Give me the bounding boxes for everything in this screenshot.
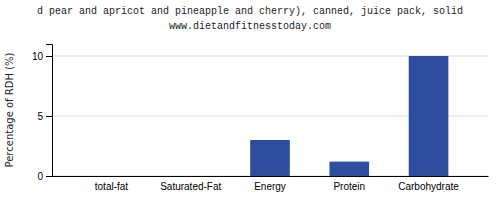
y-axis-label: Percentage of RDH (%) xyxy=(4,52,15,167)
x-tick-label: Protein xyxy=(333,181,365,192)
bar xyxy=(409,56,449,176)
y-axis-line xyxy=(46,45,53,177)
y-tick: 0 xyxy=(37,171,52,182)
x-tick-label: Energy xyxy=(254,181,286,192)
chart-container: d pear and apricot and pineapple and che… xyxy=(0,0,500,200)
x-tick-label: Carbohydrate xyxy=(398,181,459,192)
y-tick-label: 10 xyxy=(32,51,44,62)
x-axis: total-fat Saturated-Fat Energy Protein Carbo… xyxy=(53,177,489,193)
x-tick: Carbohydrate xyxy=(398,181,459,192)
bars xyxy=(250,56,448,176)
grid xyxy=(52,56,488,176)
plot-area: 0 5 10 total-fat Saturated-Fat Energy Protein C… xyxy=(32,45,489,193)
y-tick: 10 xyxy=(32,51,52,62)
bar xyxy=(329,162,369,176)
y-tick-label: 5 xyxy=(37,111,43,122)
subtitle: www.dietandfitnesstoday.com xyxy=(169,21,331,32)
bar xyxy=(92,176,132,177)
y-tick-mark xyxy=(46,116,52,117)
x-tick: Energy xyxy=(254,181,286,192)
chart-svg: d pear and apricot and pineapple and che… xyxy=(0,0,500,200)
x-tick: total-fat xyxy=(95,181,129,192)
y-tick-mark xyxy=(46,56,52,57)
x-tick: Protein xyxy=(333,181,365,192)
title: d pear and apricot and pineapple and che… xyxy=(37,6,463,17)
x-tick-label: total-fat xyxy=(95,181,129,192)
y-tick-label: 0 xyxy=(37,171,43,182)
bar xyxy=(171,176,211,177)
x-tick: Saturated-Fat xyxy=(160,181,221,192)
bar xyxy=(250,140,290,176)
x-axis-line xyxy=(53,176,489,177)
y-axis: 0 5 10 xyxy=(32,45,53,182)
x-tick-label: Saturated-Fat xyxy=(160,181,221,192)
y-tick-mark xyxy=(46,176,52,177)
y-tick: 5 xyxy=(37,111,52,122)
